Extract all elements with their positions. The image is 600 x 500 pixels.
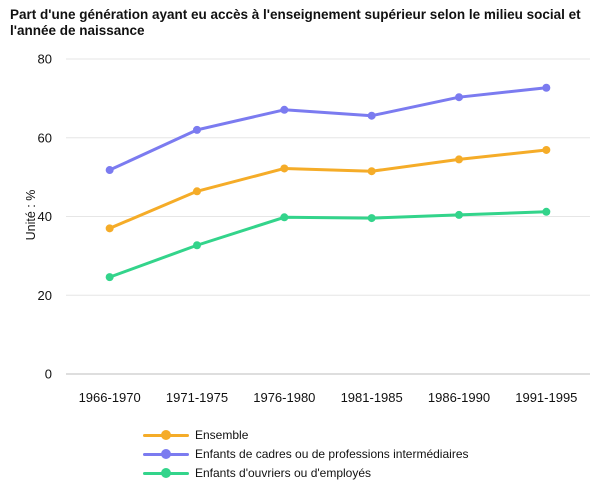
x-tick-label: 1976-1980: [253, 390, 315, 405]
data-point[interactable]: [367, 167, 376, 176]
legend: Ensemble Enfants de cadres ou de professi…: [143, 425, 469, 482]
x-axis-ticks: 1966-1970 1971-1975 1976-1980 1981-1985 1986…: [79, 390, 578, 405]
data-point[interactable]: [455, 93, 463, 102]
data-point[interactable]: [280, 105, 289, 114]
data-point[interactable]: [193, 187, 201, 196]
data-point[interactable]: [280, 164, 289, 173]
legend-item[interactable]: Enfants d'ouvriers ou d'employés: [143, 463, 469, 482]
data-point[interactable]: [367, 111, 376, 120]
legend-swatch: [143, 467, 189, 479]
x-tick-label: 1986-1990: [428, 390, 490, 405]
series-line: [108, 148, 548, 230]
y-tick-label: 0: [45, 367, 52, 382]
data-point[interactable]: [193, 125, 201, 134]
data-point[interactable]: [367, 214, 376, 223]
series-line: [108, 210, 548, 279]
data-point[interactable]: [105, 224, 114, 233]
legend-item[interactable]: Enfants de cadres ou de professions inte…: [143, 444, 469, 463]
legend-swatch: [143, 448, 189, 460]
data-point[interactable]: [542, 145, 551, 154]
data-point[interactable]: [105, 273, 114, 282]
data-point[interactable]: [105, 166, 114, 175]
data-point[interactable]: [280, 213, 289, 222]
x-tick-label: 1991-1995: [515, 390, 577, 405]
series-group: [105, 207, 551, 282]
data-point[interactable]: [542, 83, 551, 92]
series-group: [105, 83, 551, 175]
legend-label: Enfants d'ouvriers ou d'employés: [195, 465, 372, 480]
data-point[interactable]: [455, 155, 463, 164]
x-tick-label: 1971-1975: [166, 390, 228, 405]
chart-title: Part d'une génération ayant eu accès à l…: [10, 7, 581, 38]
line-chart: 0 20 40 60 80 1966-1970 1971-1975 1976-1980 198…: [24, 52, 590, 405]
data-point[interactable]: [455, 210, 463, 219]
y-tick-label: 20: [38, 288, 52, 303]
legend-swatch: [143, 429, 189, 441]
y-axis-ticks: 0 20 40 60 80: [38, 52, 52, 382]
legend-item[interactable]: Ensemble: [143, 425, 469, 444]
series-line: [108, 86, 548, 172]
legend-label: Enfants de cadres ou de professions inte…: [195, 446, 469, 461]
x-tick-label: 1981-1985: [341, 390, 403, 405]
series-lines: [105, 83, 551, 282]
x-tick-label: 1966-1970: [79, 390, 141, 405]
legend-label: Ensemble: [195, 427, 249, 442]
data-point[interactable]: [542, 207, 551, 216]
series-group: [105, 145, 551, 233]
y-tick-label: 80: [38, 52, 52, 67]
y-tick-label: 40: [38, 209, 52, 224]
data-point[interactable]: [193, 241, 201, 250]
y-axis-label: Unité : %: [24, 190, 38, 241]
y-tick-label: 60: [38, 130, 52, 145]
